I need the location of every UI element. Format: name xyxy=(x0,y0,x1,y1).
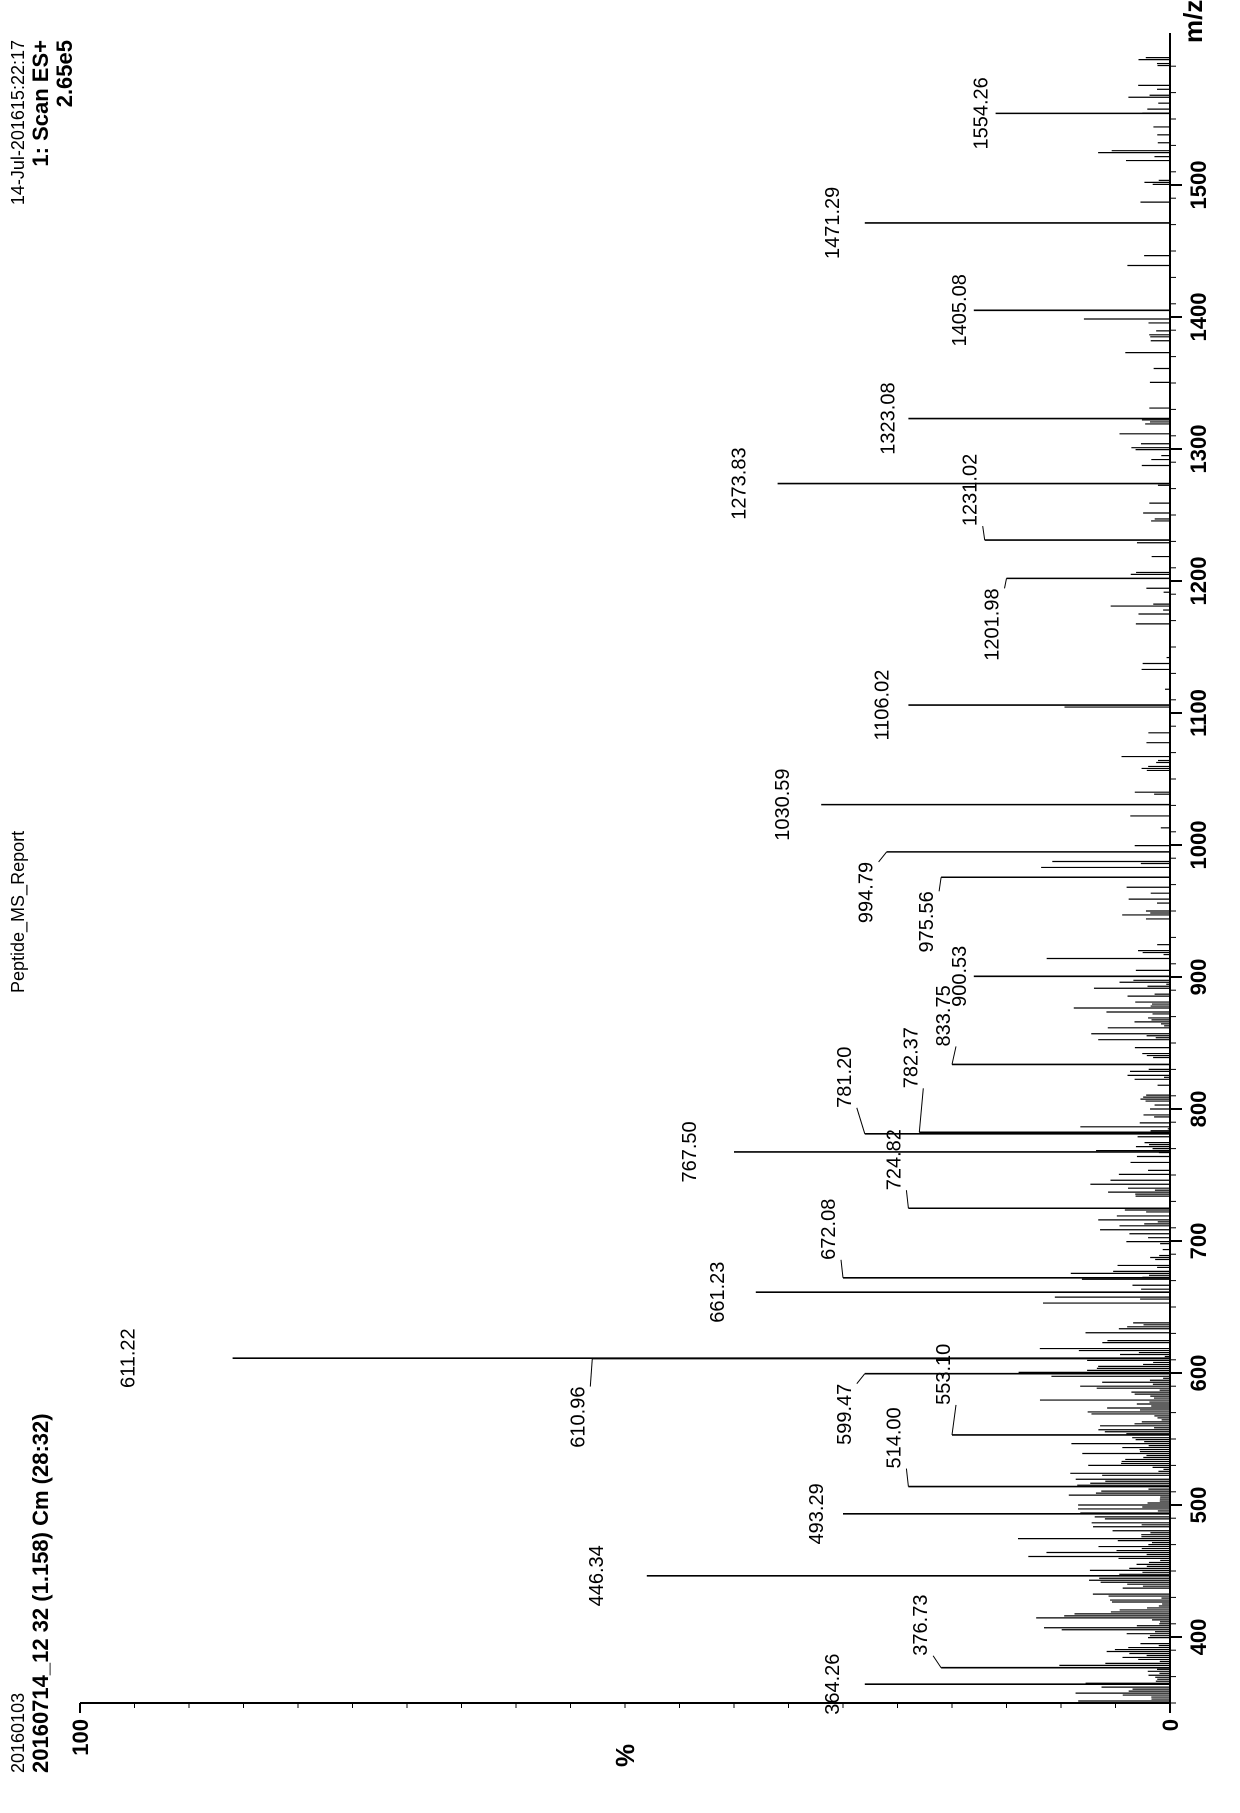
header-scan-mode: 1: Scan ES+ xyxy=(28,40,54,167)
svg-text:900.53: 900.53 xyxy=(949,946,971,1007)
svg-text:500: 500 xyxy=(1186,1487,1211,1524)
mass-spectrum-chart: 0 100 400 500 600 700 800 900 1000 1100 1200 1300 14… xyxy=(0,0,1240,1813)
svg-text:767.50: 767.50 xyxy=(679,1121,701,1182)
svg-text:1400: 1400 xyxy=(1186,293,1211,342)
svg-text:610.96: 610.96 xyxy=(567,1387,589,1448)
svg-text:1000: 1000 xyxy=(1186,821,1211,870)
landscape-canvas: 20160103 20160714_12 32 (1.158) Cm (28:3… xyxy=(0,0,1240,1813)
svg-text:782.37: 782.37 xyxy=(900,1027,922,1088)
svg-text:1405.08: 1405.08 xyxy=(949,274,971,346)
svg-text:1100: 1100 xyxy=(1186,689,1211,737)
svg-text:100: 100 xyxy=(68,1719,93,1756)
svg-text:672.08: 672.08 xyxy=(818,1199,840,1260)
svg-text:800: 800 xyxy=(1186,1091,1211,1128)
svg-text:1231.02: 1231.02 xyxy=(960,454,982,526)
svg-text:1030.59: 1030.59 xyxy=(772,768,794,840)
svg-text:724.82: 724.82 xyxy=(883,1129,905,1190)
svg-text:1273.83: 1273.83 xyxy=(729,447,751,519)
svg-text:1323.08: 1323.08 xyxy=(877,382,899,454)
svg-text:781.20: 781.20 xyxy=(834,1047,856,1108)
svg-text:1471.29: 1471.29 xyxy=(822,187,844,259)
svg-text:0: 0 xyxy=(1158,1719,1183,1731)
svg-text:400: 400 xyxy=(1186,1619,1211,1656)
svg-text:446.34: 446.34 xyxy=(586,1545,608,1606)
svg-text:599.47: 599.47 xyxy=(834,1384,856,1445)
svg-text:1201.98: 1201.98 xyxy=(982,588,1004,660)
svg-text:994.79: 994.79 xyxy=(856,862,878,923)
header-timestamp: 14-Jul-201615:22:17 xyxy=(8,40,29,205)
svg-text:1300: 1300 xyxy=(1186,425,1211,474)
x-axis-label: m/z xyxy=(1178,0,1209,43)
svg-text:975.56: 975.56 xyxy=(916,891,938,952)
header-sample-bold: 20160714_12 32 (1.158) Cm (28:32) xyxy=(28,1413,54,1773)
svg-text:493.29: 493.29 xyxy=(806,1483,828,1544)
svg-text:611.22: 611.22 xyxy=(118,1328,140,1388)
header-intensity-scale: 2.65e5 xyxy=(52,40,78,107)
y-axis-label: % xyxy=(610,1744,641,1767)
svg-text:1200: 1200 xyxy=(1186,557,1211,606)
svg-text:600: 600 xyxy=(1186,1355,1211,1392)
svg-text:900: 900 xyxy=(1186,959,1211,996)
svg-text:1106.02: 1106.02 xyxy=(871,670,893,741)
header-report-name: Peptide_MS_Report xyxy=(8,831,29,993)
header-id-small: 20160103 xyxy=(8,1693,29,1773)
page-rotated-container: 20160103 20160714_12 32 (1.158) Cm (28:3… xyxy=(0,573,1240,1813)
svg-text:661.23: 661.23 xyxy=(707,1262,729,1323)
svg-text:1554.26: 1554.26 xyxy=(971,77,993,149)
svg-text:1500: 1500 xyxy=(1186,161,1211,210)
svg-text:364.26: 364.26 xyxy=(822,1654,844,1715)
svg-text:514.00: 514.00 xyxy=(883,1407,905,1468)
svg-text:700: 700 xyxy=(1186,1223,1211,1260)
svg-text:376.73: 376.73 xyxy=(910,1595,932,1656)
